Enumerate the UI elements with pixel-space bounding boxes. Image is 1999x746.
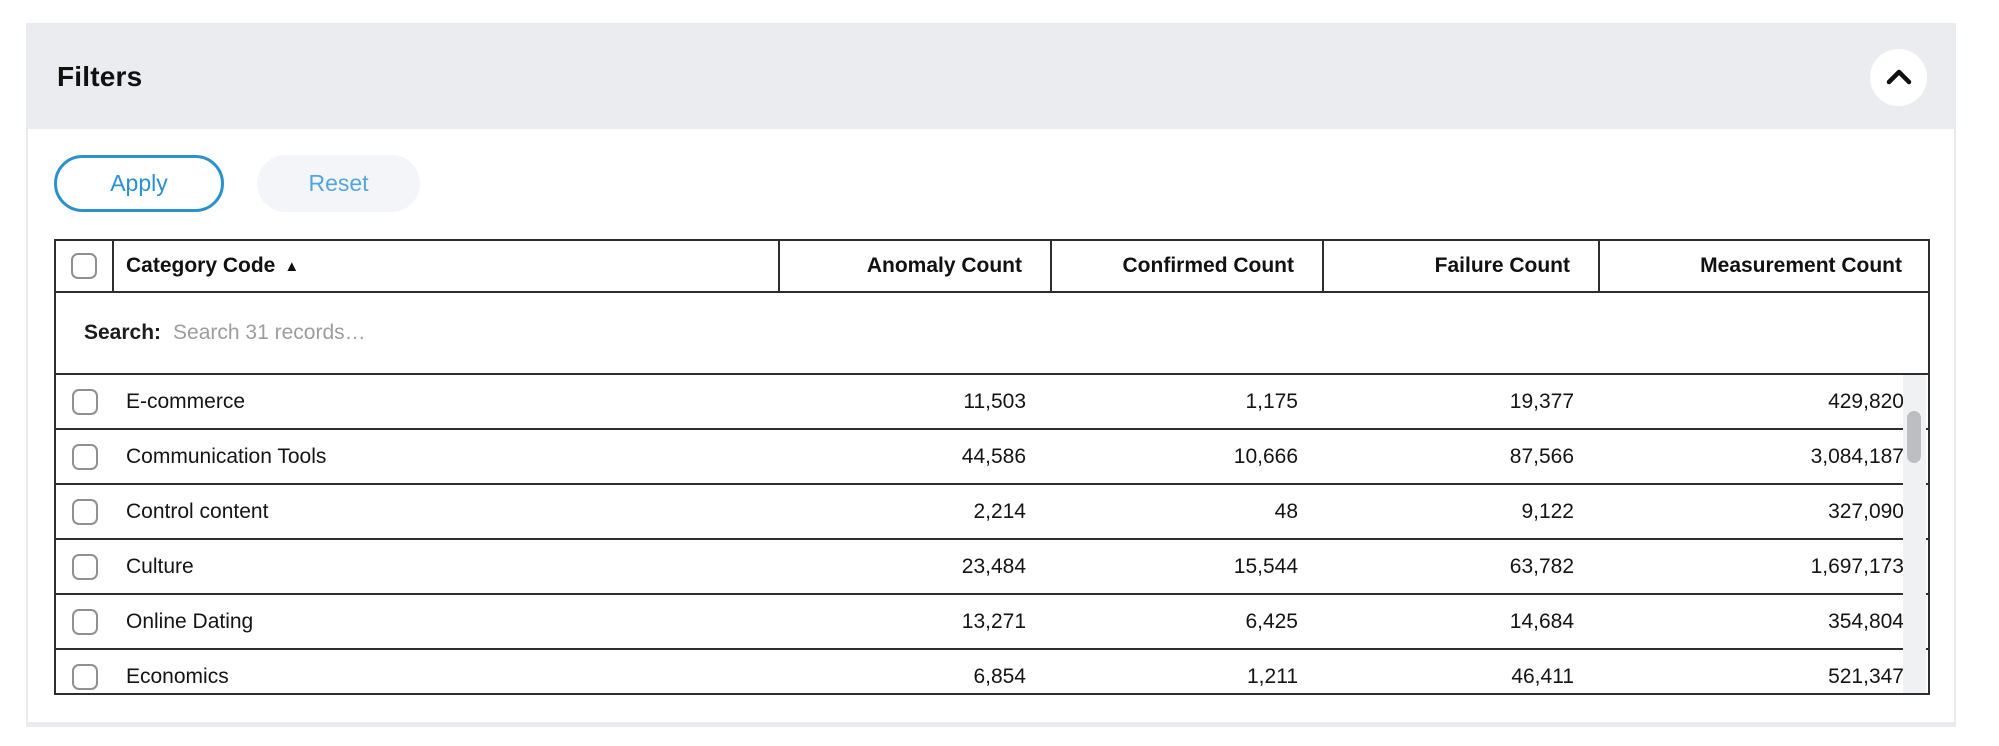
confirmed-count-cell: 1,175: [1245, 389, 1298, 413]
table-row-control-content[interactable]: Control content 2,214 48 9,122 327,090: [56, 485, 1928, 540]
row-checkbox[interactable]: [72, 498, 98, 525]
column-header-failure-count[interactable]: Failure Count: [1324, 241, 1600, 291]
filters-panel-body: Apply Reset Category Code ▲ Anomaly Coun…: [28, 129, 1954, 695]
select-all-cell: [56, 241, 114, 291]
category-cell: Communication Tools: [126, 444, 327, 468]
table-row-online-dating[interactable]: Online Dating 13,271 6,425 14,684 354,80…: [56, 595, 1928, 650]
measurement-count-cell: 354,804: [1828, 609, 1904, 633]
filter-actions: Apply Reset: [54, 155, 1928, 212]
measurement-count-cell: 1,697,173: [1810, 554, 1904, 578]
table-row-ecommerce[interactable]: E-commerce 11,503 1,175 19,377 429,820: [56, 375, 1928, 430]
select-all-checkbox[interactable]: [71, 253, 97, 279]
collapse-panel-button[interactable]: [1870, 48, 1927, 106]
failure-count-cell: 87,566: [1509, 444, 1574, 468]
failure-count-cell: 63,782: [1509, 554, 1574, 578]
table-scrollbar-track[interactable]: [1903, 375, 1926, 693]
failure-count-cell: 46,411: [1511, 664, 1574, 688]
row-checkbox[interactable]: [72, 553, 98, 580]
table-search-row: Search:: [56, 293, 1928, 375]
category-cell: Online Dating: [126, 609, 254, 633]
table-row-communication-tools[interactable]: Communication Tools 44,586 10,666 87,566…: [56, 430, 1928, 485]
apply-button[interactable]: Apply: [54, 155, 224, 212]
category-cell: Control content: [126, 499, 269, 523]
anomaly-count-cell: 44,586: [961, 444, 1026, 468]
measurement-count-cell: 3,084,187: [1810, 444, 1904, 468]
table-row-economics[interactable]: Economics 6,854 1,211 46,411 521,347: [56, 650, 1928, 693]
anomaly-count-cell: 2,214: [973, 499, 1026, 523]
category-table: Category Code ▲ Anomaly Count Confirmed …: [54, 239, 1930, 695]
table-row-culture[interactable]: Culture 23,484 15,544 63,782 1,697,173: [56, 540, 1928, 595]
measurement-count-cell: 327,090: [1828, 499, 1904, 523]
measurement-count-cell: 429,820: [1828, 389, 1904, 413]
search-input[interactable]: [173, 321, 1900, 345]
failure-count-cell: 9,122: [1521, 499, 1574, 523]
column-header-category-code[interactable]: Category Code ▲: [114, 241, 780, 291]
table-header-row: Category Code ▲ Anomaly Count Confirmed …: [56, 241, 1928, 293]
filters-panel-header: Filters: [28, 25, 1954, 129]
table-scrollbar-thumb[interactable]: [1907, 411, 1921, 463]
reset-button[interactable]: Reset: [257, 155, 420, 212]
failure-count-cell: 14,684: [1509, 609, 1574, 633]
confirmed-count-cell: 15,544: [1233, 554, 1298, 578]
confirmed-count-cell: 1,211: [1247, 664, 1298, 688]
column-header-confirmed-count[interactable]: Confirmed Count: [1052, 241, 1324, 291]
row-checkbox[interactable]: [72, 388, 98, 415]
filters-panel: Filters Apply Reset Category Code ▲: [26, 23, 1956, 727]
failure-count-cell: 19,377: [1509, 389, 1574, 413]
category-cell: E-commerce: [126, 389, 246, 413]
anomaly-count-cell: 13,271: [961, 609, 1026, 633]
column-header-measurement-count[interactable]: Measurement Count: [1700, 254, 1902, 277]
sort-ascending-icon: ▲: [284, 257, 300, 275]
anomaly-count-cell: 6,854: [973, 664, 1026, 688]
panel-title: Filters: [57, 61, 143, 92]
category-code-header-label: Category Code: [126, 254, 276, 277]
category-cell: Economics: [126, 664, 229, 688]
anomaly-count-cell: 23,484: [961, 554, 1026, 578]
anomaly-count-cell: 11,503: [963, 389, 1026, 413]
confirmed-count-cell: 48: [1274, 499, 1298, 523]
table-rows-viewport: E-commerce 11,503 1,175 19,377 429,820 C…: [56, 375, 1928, 693]
confirmed-count-cell: 10,666: [1233, 444, 1298, 468]
category-cell: Culture: [126, 554, 194, 578]
chevron-up-icon: [1886, 69, 1912, 85]
row-checkbox[interactable]: [72, 443, 98, 470]
search-label: Search:: [84, 321, 162, 344]
row-checkbox[interactable]: [72, 608, 98, 635]
row-checkbox[interactable]: [72, 663, 98, 690]
measurement-count-cell: 521,347: [1828, 664, 1904, 688]
column-header-anomaly-count[interactable]: Anomaly Count: [780, 241, 1052, 291]
confirmed-count-cell: 6,425: [1245, 609, 1298, 633]
